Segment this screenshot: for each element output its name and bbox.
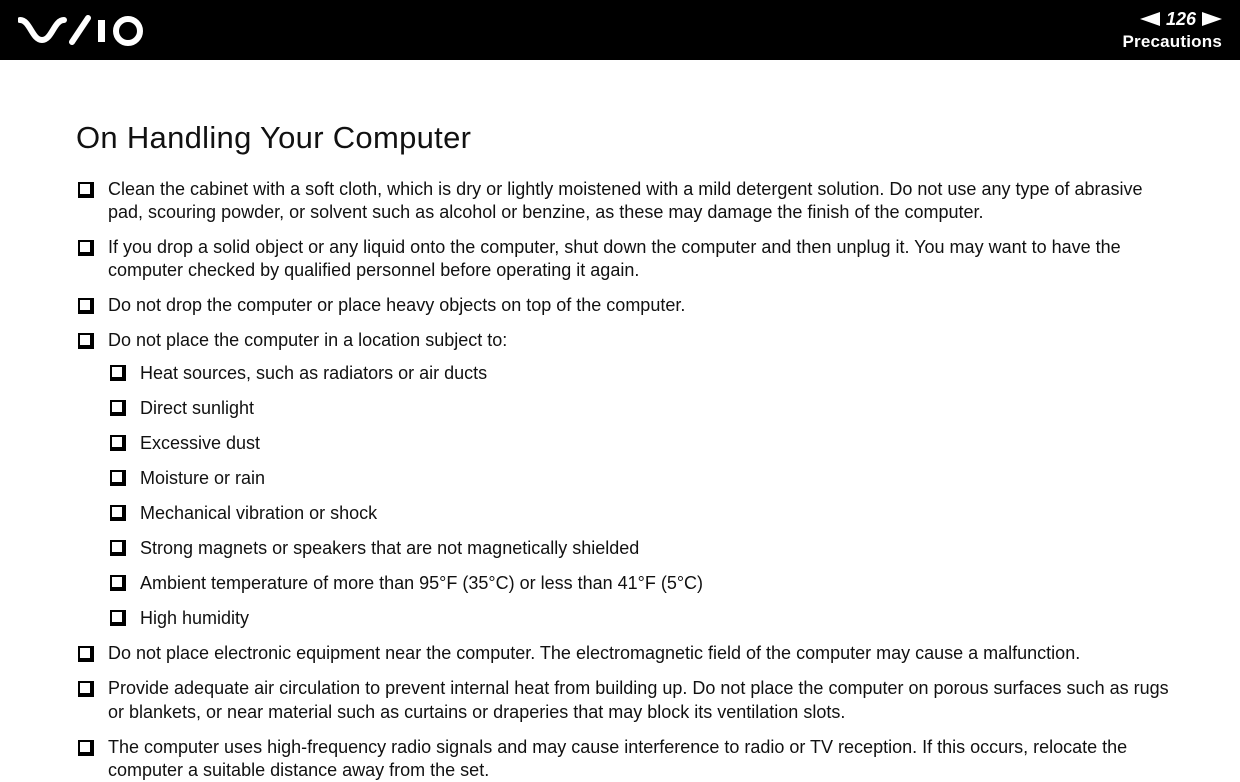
list-item-text: Direct sunlight — [140, 398, 254, 418]
list-item-text: Provide adequate air circulation to prev… — [108, 678, 1169, 721]
list-item: Clean the cabinet with a soft cloth, whi… — [76, 178, 1174, 224]
content-area: On Handling Your Computer Clean the cabi… — [0, 60, 1240, 782]
section-label: Precautions — [1122, 32, 1222, 52]
page-number: 126 — [1166, 9, 1196, 30]
list-item: Heat sources, such as radiators or air d… — [108, 362, 1174, 385]
list-item-text: Ambient temperature of more than 95°F (3… — [140, 573, 703, 593]
list-item: Do not drop the computer or place heavy … — [76, 294, 1174, 317]
list-item-text: Moisture or rain — [140, 468, 265, 488]
list-item-text: Clean the cabinet with a soft cloth, whi… — [108, 179, 1143, 222]
vaio-logo — [18, 14, 168, 46]
list-item-text: Do not place electronic equipment near t… — [108, 643, 1080, 663]
list-item-text: Excessive dust — [140, 433, 260, 453]
page-title: On Handling Your Computer — [76, 120, 1174, 156]
list-item: Do not place the computer in a location … — [76, 329, 1174, 630]
list-item: Ambient temperature of more than 95°F (3… — [108, 572, 1174, 595]
prev-page-arrow-icon[interactable] — [1140, 12, 1160, 26]
list-item-text: Mechanical vibration or shock — [140, 503, 377, 523]
list-item-text: Strong magnets or speakers that are not … — [140, 538, 639, 558]
list-item: If you drop a solid object or any liquid… — [76, 236, 1174, 282]
list-item: Excessive dust — [108, 432, 1174, 455]
list-item-text: Do not place the computer in a location … — [108, 330, 507, 350]
list-item: Direct sunlight — [108, 397, 1174, 420]
list-item: Mechanical vibration or shock — [108, 502, 1174, 525]
list-item: Strong magnets or speakers that are not … — [108, 537, 1174, 560]
list-item: Moisture or rain — [108, 467, 1174, 490]
page-nav: 126 — [1140, 9, 1222, 30]
list-item: Provide adequate air circulation to prev… — [76, 677, 1174, 723]
next-page-arrow-icon[interactable] — [1202, 12, 1222, 26]
list-item: High humidity — [108, 607, 1174, 630]
bullet-list: Clean the cabinet with a soft cloth, whi… — [76, 178, 1174, 782]
sub-list: Heat sources, such as radiators or air d… — [108, 362, 1174, 630]
list-item-text: If you drop a solid object or any liquid… — [108, 237, 1121, 280]
list-item: Do not place electronic equipment near t… — [76, 642, 1174, 665]
page-header: 126 Precautions — [0, 0, 1240, 60]
header-right: 126 Precautions — [1122, 9, 1222, 52]
list-item: The computer uses high-frequency radio s… — [76, 736, 1174, 782]
list-item-text: Do not drop the computer or place heavy … — [108, 295, 685, 315]
list-item-text: High humidity — [140, 608, 249, 628]
list-item-text: Heat sources, such as radiators or air d… — [140, 363, 487, 383]
list-item-text: The computer uses high-frequency radio s… — [108, 737, 1127, 780]
